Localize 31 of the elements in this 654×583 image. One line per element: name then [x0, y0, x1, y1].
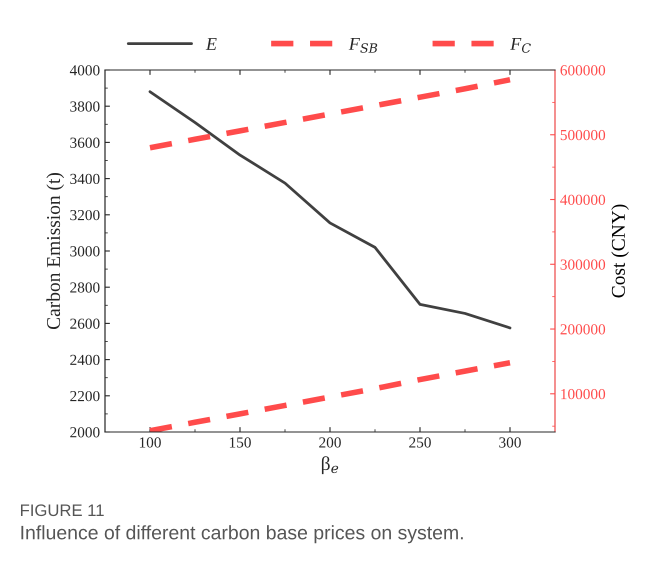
- legend-label: F$_{SB}$: [348, 38, 378, 53]
- x-tick-label: 300: [499, 437, 521, 448]
- x-tick-label: 150: [230, 437, 251, 448]
- y2-tick-label: 200000: [560, 324, 606, 334]
- y2-tick-label: 400000: [560, 194, 606, 205]
- x-tick-label: 200: [319, 437, 341, 448]
- y-axis-title: Carbon Emission (t): [46, 173, 64, 330]
- x-tick-label: 100: [140, 437, 161, 448]
- y-tick-label: 2000: [70, 427, 100, 438]
- y-tick-label: 3000: [70, 246, 100, 256]
- y2-tick-label: 500000: [560, 130, 606, 140]
- caption: FIGURE 11: [20, 504, 104, 516]
- y2-tick-label: 300000: [560, 259, 606, 270]
- text: Influence of different carbon base prices on system.: [21, 525, 463, 544]
- y-tick-label: 2400: [70, 354, 100, 366]
- y-tick-label: 2800: [70, 282, 100, 293]
- legend-label: E: [206, 38, 217, 50]
- y2-tick-label: 100000: [561, 388, 606, 400]
- legend-label: F$_{C}$: [510, 38, 531, 53]
- y2-tick-label: 600000: [560, 65, 606, 76]
- y-tick-label: 3200: [70, 210, 100, 220]
- y-tick-label: 2600: [70, 318, 100, 329]
- y-tick-label: 4000: [70, 65, 100, 76]
- x-tick-label: 250: [409, 437, 431, 448]
- y-tick-label: 3800: [70, 101, 100, 112]
- y-tick-label: 3600: [70, 138, 100, 148]
- line-series: [148, 90, 512, 330]
- y2-axis-title: Cost (CNY): [611, 204, 629, 298]
- y-tick-label: 2200: [70, 390, 100, 402]
- x-axis-title: β$_{e}$: [322, 456, 338, 474]
- y-tick-label: 3400: [70, 174, 100, 184]
